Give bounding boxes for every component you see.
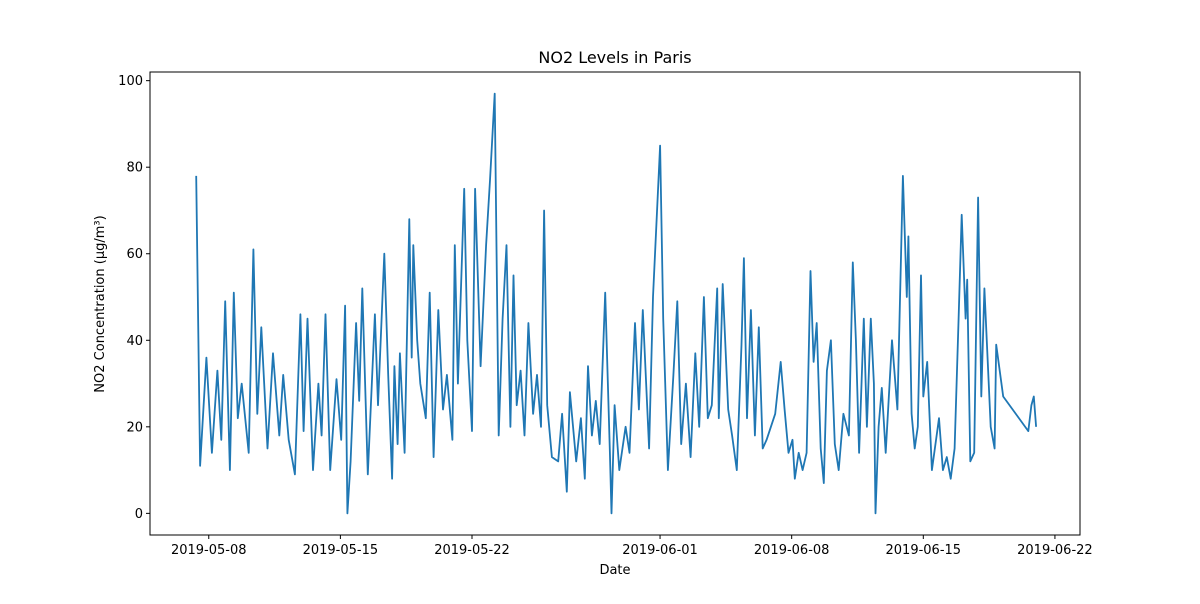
chart-title: NO2 Levels in Paris: [538, 48, 691, 67]
y-tick-label: 60: [126, 247, 143, 262]
x-tick-label: 2019-06-22: [1017, 543, 1093, 558]
y-tick-label: 20: [126, 420, 143, 435]
x-tick-label: 2019-06-01: [622, 543, 698, 558]
x-tick-label: 2019-05-22: [434, 543, 510, 558]
y-tick-label: 80: [126, 161, 143, 176]
x-tick-label: 2019-06-15: [886, 543, 962, 558]
y-axis-label: NO2 Concentration (µg/m³): [93, 215, 108, 392]
data-line: [195, 92, 1037, 515]
x-tick-label: 2019-05-08: [171, 543, 247, 558]
y-tick-label: 0: [135, 507, 143, 522]
x-axis-label: Date: [599, 563, 630, 578]
x-tick-label: 2019-05-15: [303, 543, 379, 558]
x-tick-label: 2019-06-08: [754, 543, 830, 558]
y-tick-label: 100: [118, 74, 143, 89]
plot-frame: [149, 71, 1081, 536]
y-tick-label: 40: [126, 334, 143, 349]
